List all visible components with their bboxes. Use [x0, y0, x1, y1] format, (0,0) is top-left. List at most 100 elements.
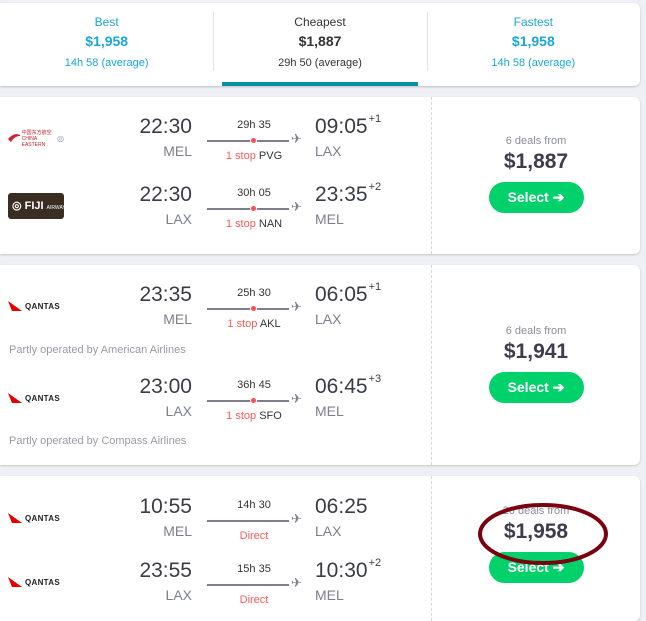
qantas-logo: QANTAS: [8, 569, 64, 595]
operated-by: Partly operated by Compass Airlines: [9, 435, 187, 447]
stop-airport: SFO: [259, 410, 282, 422]
arrival-airport: LAX: [315, 523, 342, 539]
stop-airport: AKL: [259, 318, 281, 330]
china-eastern-logo: 中国东方航空 CHINA EASTERN ◎: [8, 125, 64, 151]
qantas-logo: QANTAS: [8, 505, 64, 531]
stop-count: Direct: [239, 530, 269, 542]
tab-average: 29h 50 (average): [278, 57, 362, 69]
arrival-airport: LAX: [315, 143, 342, 159]
arrival-time: 23:35+2: [315, 181, 382, 207]
day-offset: +1: [368, 113, 382, 125]
arrival-time-value: 23:35: [315, 183, 368, 206]
departure-airport: MEL: [163, 311, 192, 327]
price-box: 6 deals from $1,887 Select ➔: [432, 135, 640, 213]
result-card: 中国东方航空 CHINA EASTERN ◎ 22:30 MEL 29h 35 ✈ 1 sto…: [0, 97, 640, 254]
route-line: [207, 584, 289, 586]
departure-time: 23:00: [139, 375, 192, 398]
stop-count: 1 stop: [226, 410, 257, 422]
plane-icon: ✈: [291, 575, 302, 590]
departure-airport: LAX: [165, 587, 192, 603]
arrival-time: 10:30+2: [315, 557, 382, 583]
stop-dot: [250, 205, 257, 212]
tab-label: Fastest: [513, 15, 553, 29]
tab-price: $1,958: [85, 33, 129, 49]
plane-icon: ✈: [291, 391, 302, 406]
stop-count: 1 stop: [225, 150, 256, 162]
arrival-airport: MEL: [315, 403, 344, 419]
route-line: [207, 520, 289, 522]
arrival-time-value: 06:25: [315, 495, 368, 518]
arrival-time-value: 06:45: [315, 375, 368, 398]
stop-airport: PVG: [258, 150, 283, 162]
deals-count: 6 deals from: [505, 135, 567, 147]
flight-leg: ◎ FIJI AIRWAYS 22:30 LAX 30h 05 ✈ 1 stop NAN 2…: [0, 181, 430, 243]
departure-airport: LAX: [165, 403, 192, 419]
stop-dot: [250, 305, 257, 312]
departure-airport: LAX: [165, 211, 192, 227]
tab-average: 14h 58 (average): [64, 57, 149, 69]
day-offset: +2: [368, 557, 382, 569]
qantas-logo: QANTAS: [8, 293, 64, 319]
arrival-time-value: 06:05: [315, 283, 368, 306]
flight-duration: 14h 30: [237, 499, 271, 511]
stop-count: 1 stop: [225, 218, 256, 230]
day-offset: +3: [368, 373, 382, 385]
day-offset: +2: [368, 181, 382, 193]
departure-airport: MEL: [163, 143, 192, 159]
departure-time: 22:30: [139, 183, 192, 206]
select-button[interactable]: Select ➔: [488, 552, 584, 583]
arrival-time-value: 09:05: [315, 115, 368, 138]
stops-info: Direct: [207, 594, 301, 606]
deals-count: 6 deals from: [505, 325, 567, 337]
flight-duration: 29h 35: [237, 119, 271, 131]
deals-count: 26 deals from: [502, 505, 570, 517]
result-card: QANTAS 10:55 MEL 14h 30 ✈ Direct 06:25 LAX QANTA…: [0, 476, 640, 621]
stop-airport: NAN: [258, 218, 283, 230]
tab-cheapest[interactable]: Cheapest $1,887 29h 50 (average): [213, 3, 426, 86]
card-divider: [431, 97, 432, 254]
route-line: [207, 305, 289, 312]
tab-price: $1,887: [298, 33, 342, 49]
stop-dot: [250, 137, 257, 144]
arrival-time: 06:25: [315, 495, 368, 519]
stops-info: Direct: [207, 530, 301, 542]
flight-duration: 30h 05: [237, 187, 271, 199]
select-button[interactable]: Select ➔: [488, 372, 584, 403]
price-amount: $1,887: [503, 150, 569, 173]
price-amount: $1,941: [503, 340, 569, 363]
price-box: 6 deals from $1,941 Select ➔: [432, 325, 640, 403]
price-box: 26 deals from $1,958 Select ➔: [432, 505, 640, 583]
arrival-airport: LAX: [315, 311, 342, 327]
arrival-airport: MEL: [315, 211, 344, 227]
departure-time: 22:30: [139, 115, 192, 138]
qantas-logo: QANTAS: [8, 385, 64, 411]
card-divider: [431, 265, 432, 465]
flight-leg: QANTAS 10:55 MEL 14h 30 ✈ Direct 06:25 LAX: [0, 495, 430, 555]
route-line: [207, 205, 289, 212]
tab-fastest[interactable]: Fastest $1,958 14h 58 (average): [426, 3, 640, 86]
stops-info: 1 stop NAN: [207, 218, 301, 230]
select-button[interactable]: Select ➔: [488, 182, 584, 213]
departure-time: 23:55: [139, 559, 192, 582]
stops-info: 1 stop SFO: [207, 410, 301, 422]
flight-duration: 25h 30: [237, 287, 271, 299]
arrival-time: 09:05+1: [315, 113, 382, 139]
stop-count: 1 stop: [227, 318, 258, 330]
arrival-time-value: 10:30: [315, 559, 368, 582]
route-line: [207, 137, 289, 144]
day-offset: +1: [368, 281, 382, 293]
arrival-time: 06:45+3: [315, 373, 382, 399]
tab-best[interactable]: Best $1,958 14h 58 (average): [0, 3, 213, 86]
plane-icon: ✈: [291, 511, 302, 526]
arrival-airport: MEL: [315, 587, 344, 603]
tab-price: $1,958: [511, 33, 555, 49]
route-line: [207, 397, 289, 404]
flight-duration: 36h 45: [237, 379, 271, 391]
result-card: QANTAS 23:35 MEL 25h 30 ✈ 1 stop AKL 06:05+1 LA…: [0, 265, 640, 465]
tab-label: Best: [94, 15, 119, 29]
arrival-time: 06:05+1: [315, 281, 382, 307]
flight-leg: QANTAS 23:55 LAX 15h 35 ✈ Direct 10:30+2 MEL: [0, 557, 430, 619]
flight-leg: QANTAS 23:00 LAX 36h 45 ✈ 1 stop SFO 06:45+3 ME…: [0, 373, 430, 435]
departure-time: 23:35: [139, 283, 192, 306]
stops-info: 1 stop PVG: [207, 150, 301, 162]
